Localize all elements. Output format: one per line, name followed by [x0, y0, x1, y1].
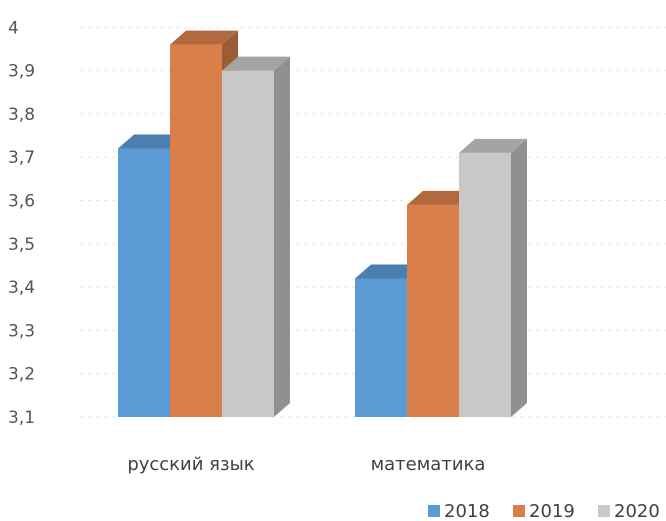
- y-tick-label: 3,5: [8, 235, 35, 255]
- bar-top-2018: [118, 134, 186, 149]
- legend-label: 2020: [614, 501, 660, 521]
- bar-2018: [118, 148, 170, 418]
- bar-2019: [170, 44, 222, 418]
- y-tick-label: 3,1: [8, 408, 35, 428]
- bar-2020: [459, 152, 511, 417]
- legend-swatch-2020: [598, 505, 610, 517]
- y-tick-label: 4: [8, 18, 19, 38]
- y-tick-label: 3,7: [8, 148, 35, 168]
- bar-2018: [355, 278, 407, 417]
- bar-top-2018: [355, 264, 423, 279]
- bar-2019: [407, 204, 459, 417]
- category-label: русский язык: [127, 454, 254, 475]
- y-tick-label: 3,8: [8, 105, 35, 125]
- y-tick-label: 3,4: [8, 278, 35, 298]
- bar-top-2020: [459, 138, 527, 153]
- legend-swatch-2018: [428, 505, 440, 517]
- bar-side-2020: [511, 138, 527, 417]
- legend-label: 2018: [444, 501, 490, 521]
- y-tick-label: 3,2: [8, 365, 35, 385]
- category-label: математика: [371, 454, 486, 475]
- legend-swatch-2019: [513, 505, 525, 517]
- bar-side-2020: [274, 56, 290, 417]
- y-tick-label: 3,9: [8, 62, 35, 82]
- y-tick-label: 3,6: [8, 192, 35, 212]
- bar-2020: [222, 70, 274, 417]
- bar-top-2020: [222, 56, 290, 71]
- legend-label: 2019: [529, 501, 575, 521]
- bar-top-2019: [407, 190, 475, 205]
- y-tick-label: 3,3: [8, 321, 35, 341]
- bar-top-2019: [170, 30, 238, 45]
